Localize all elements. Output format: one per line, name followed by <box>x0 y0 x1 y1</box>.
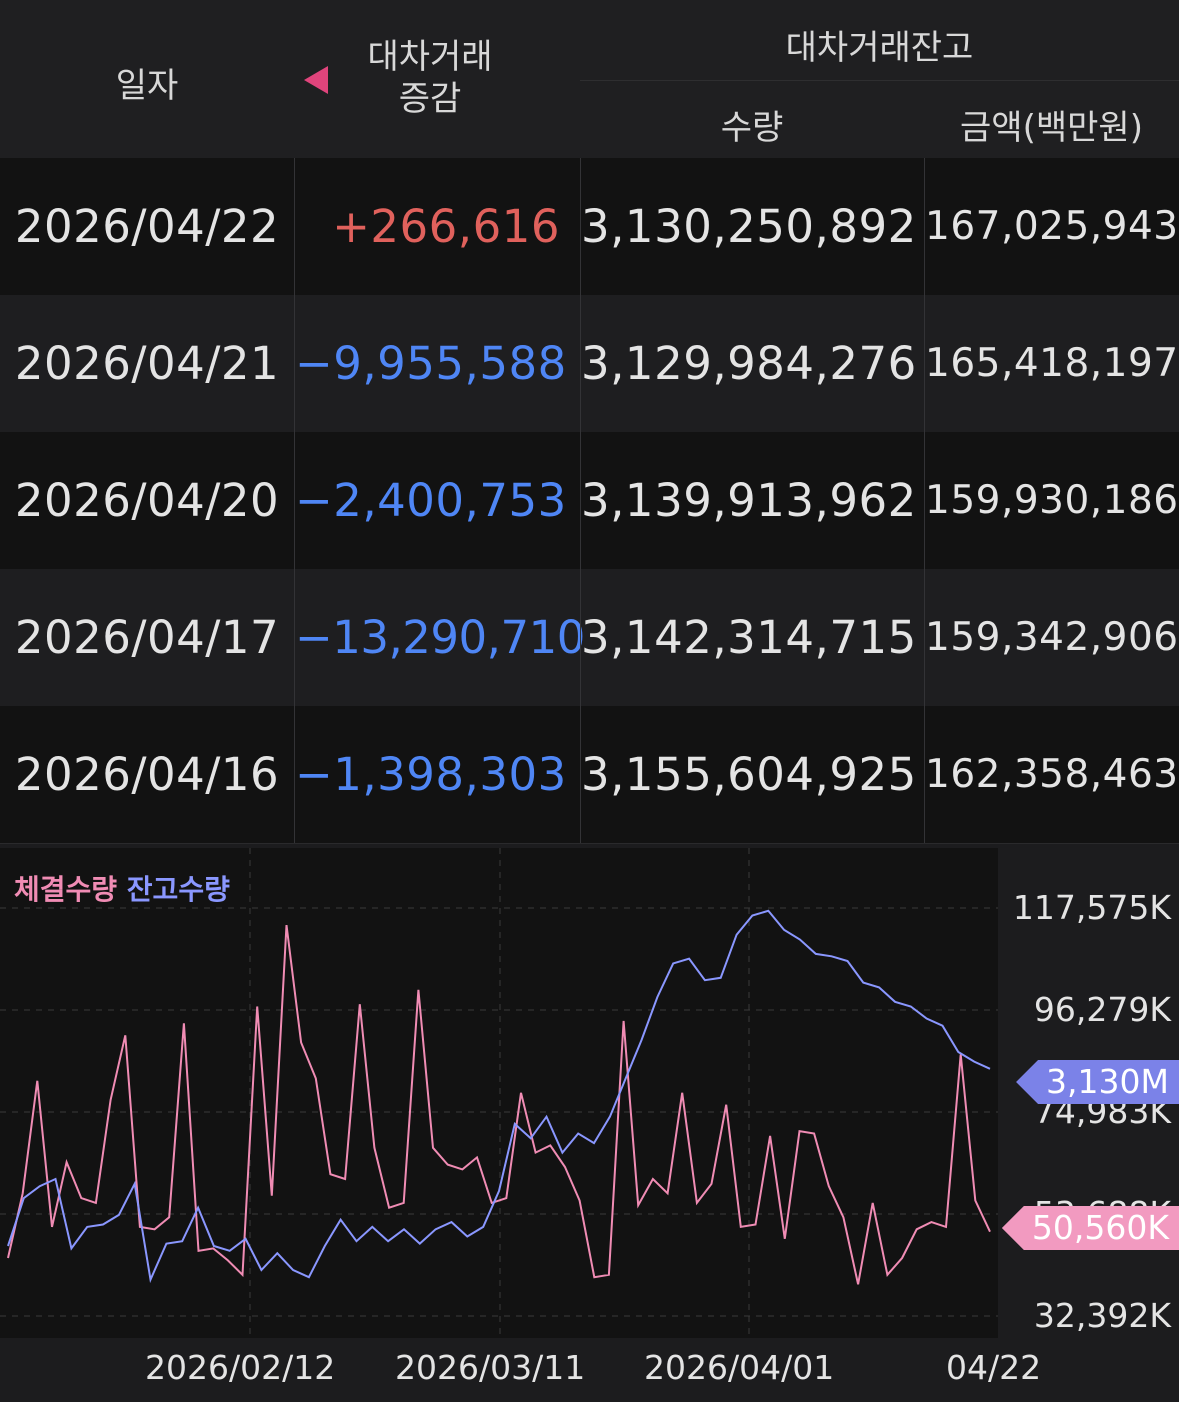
row-change: +266,616 <box>294 158 580 295</box>
row-date: 2026/04/22 <box>14 200 280 253</box>
row-change: −2,400,753 <box>294 432 580 569</box>
series-line-trade-volume <box>7 924 991 1285</box>
row-date: 2026/04/20 <box>14 474 280 527</box>
row-date: 2026/04/17 <box>14 611 280 664</box>
row-quantity: 3,130,250,892 <box>580 158 924 295</box>
row-date: 2026/04/21 <box>14 337 280 390</box>
row-date: 2026/04/16 <box>14 748 280 801</box>
trade-current-badge: 50,560K <box>1001 1206 1179 1250</box>
chart-legend: 체결수량 잔고수량 <box>14 868 230 908</box>
header-quantity: 수량 <box>720 108 784 148</box>
x-tick-label: 2026/03/11 <box>395 1348 586 1387</box>
table-row[interactable]: 2026/04/20 −2,400,753 3,139,913,962 159,… <box>0 432 1179 570</box>
row-amount: 167,025,943 <box>924 158 1179 295</box>
y-tick-label: 96,279K <box>1033 990 1171 1029</box>
row-quantity: 3,155,604,925 <box>580 706 924 843</box>
chart-grid <box>0 848 998 1338</box>
row-amount: 162,358,463 <box>924 706 1179 843</box>
header-amount: 금액(백만원) <box>960 108 1143 148</box>
legend-trade-volume: 체결수량 <box>14 873 118 906</box>
header-divider <box>580 80 1179 81</box>
table-header: 일자 대차거래 증감 대차거래잔고 수량 금액(백만원) <box>0 0 1179 159</box>
table-row[interactable]: 2026/04/16 −1,398,303 3,155,604,925 162,… <box>0 706 1179 844</box>
x-tick-label: 04/22 <box>946 1348 1042 1387</box>
row-quantity: 3,139,913,962 <box>580 432 924 569</box>
header-date: 일자 <box>115 66 179 106</box>
row-quantity: 3,142,314,715 <box>580 569 924 706</box>
row-amount: 159,342,906 <box>924 569 1179 706</box>
row-change: −1,398,303 <box>294 706 580 843</box>
table-row[interactable]: 2026/04/22 +266,616 3,130,250,892 167,02… <box>0 158 1179 296</box>
plot-background <box>0 848 998 1338</box>
y-tick-label: 32,392K <box>1033 1296 1171 1335</box>
row-amount: 165,418,197 <box>924 295 1179 432</box>
y-tick-label: 117,575K <box>1012 888 1171 927</box>
sort-left-icon[interactable] <box>304 66 328 94</box>
legend-balance-volume: 잔고수량 <box>126 873 230 906</box>
row-amount: 159,930,186 <box>924 432 1179 569</box>
row-change: −13,290,710 <box>294 569 585 706</box>
header-change[interactable]: 대차거래 증감 <box>367 37 493 119</box>
header-balance-group: 대차거래잔고 <box>785 28 974 68</box>
chart-series <box>7 909 991 1285</box>
table-row[interactable]: 2026/04/21 −9,955,588 3,129,984,276 165,… <box>0 295 1179 433</box>
balance-current-badge: 3,130M <box>1016 1060 1179 1104</box>
x-tick-label: 2026/02/12 <box>145 1348 336 1387</box>
x-tick-label: 2026/04/01 <box>644 1348 835 1387</box>
row-change: −9,955,588 <box>294 295 580 432</box>
series-line-balance-volume <box>7 909 991 1284</box>
row-quantity: 3,129,984,276 <box>580 295 924 432</box>
